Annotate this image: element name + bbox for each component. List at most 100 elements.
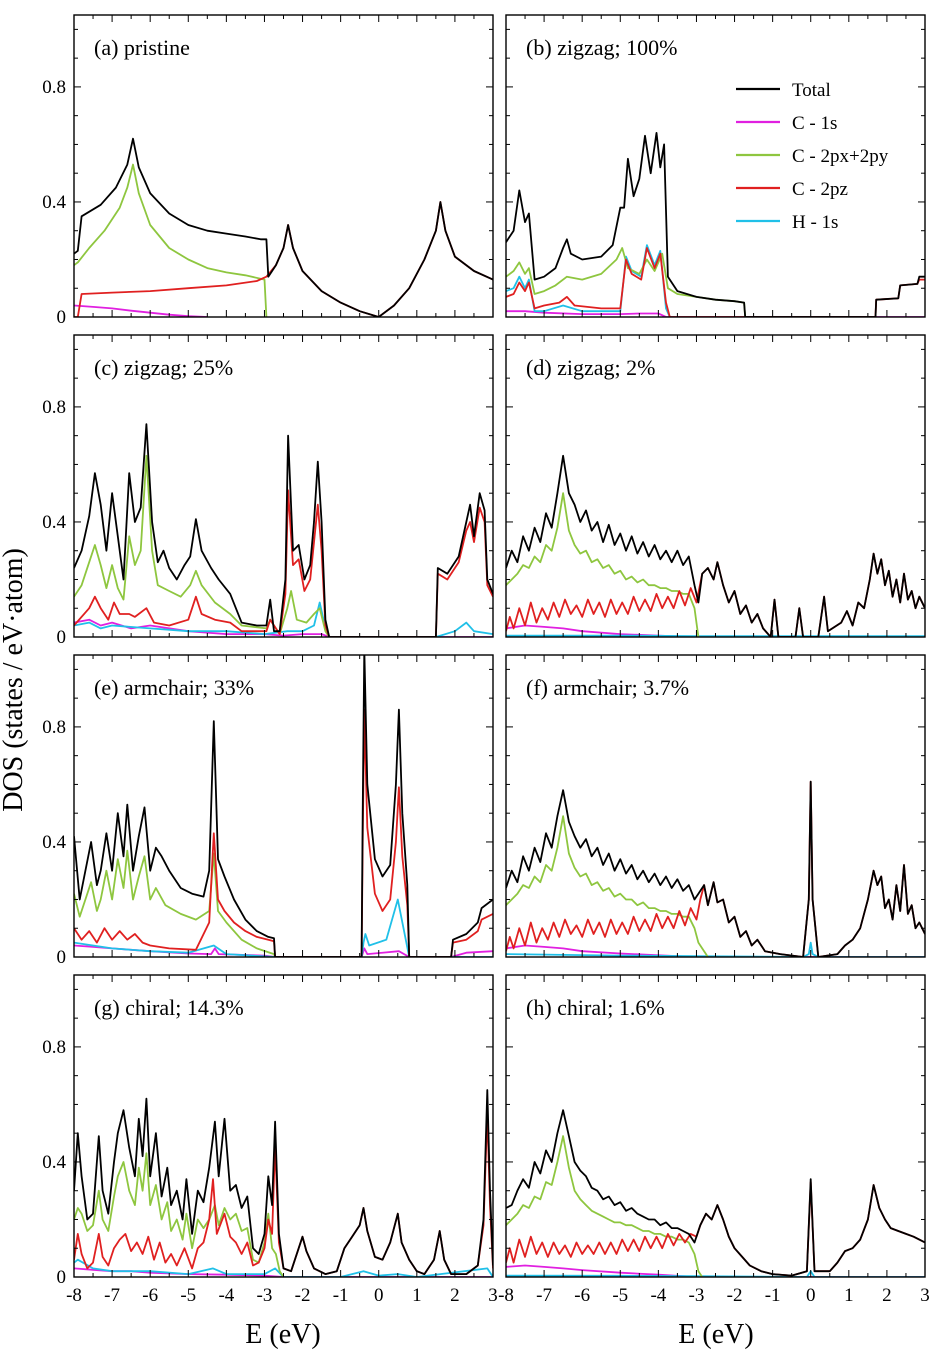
y-tick-label: 0.8 xyxy=(42,717,66,738)
panel-h-c2pz-line xyxy=(506,1181,925,1277)
y-tick-label: 0 xyxy=(57,1267,67,1288)
panel-f: (f) armchair; 3.7% xyxy=(505,654,926,958)
panel-b: (b) zigzag; 100% Total C - 1s C - 2px+2py C … xyxy=(505,14,926,318)
panel-c-series xyxy=(74,423,493,637)
panel-f-frame xyxy=(505,654,926,958)
panel-c-c2pxy-line xyxy=(74,454,330,637)
panel-e-label: (e) armchair; 33% xyxy=(94,675,254,700)
y-tick-label: 0 xyxy=(57,307,67,328)
panel-c: 0 0.4 0.8 (c) zigzag; 25% xyxy=(42,334,494,648)
legend-label-h1s: H - 1s xyxy=(792,212,838,233)
x-tick-label: 0 xyxy=(374,1285,384,1306)
panel-d-frame xyxy=(505,334,926,638)
x-tick-label: -2 xyxy=(727,1285,743,1306)
x-tick-label: 3 xyxy=(920,1285,930,1306)
panel-f-label: (f) armchair; 3.7% xyxy=(526,675,689,700)
panel-g-h1s-line xyxy=(74,1258,493,1277)
y-tick-label: 0.4 xyxy=(42,512,66,533)
x-tick-label: -8 xyxy=(498,1285,514,1306)
x-tick-label: 2 xyxy=(450,1285,460,1306)
x-tick-label: -7 xyxy=(104,1285,120,1306)
panel-f-total-line xyxy=(506,780,925,957)
panel-g-label: (g) chiral; 14.3% xyxy=(94,995,244,1020)
x-tick-label: -7 xyxy=(536,1285,552,1306)
panel-a-series xyxy=(74,137,493,317)
y-axis-title: DOS (states / eV·atom) xyxy=(0,548,29,812)
panel-a-frame xyxy=(73,14,494,318)
x-tick-label: 0 xyxy=(806,1285,816,1306)
panel-d: (d) zigzag; 2% xyxy=(505,334,926,638)
x-tick-label: 3 xyxy=(488,1285,498,1306)
y-tick-label: 0 xyxy=(57,947,67,968)
x-tick-label: -8 xyxy=(66,1285,82,1306)
panel-e-c2pz-line xyxy=(74,708,493,957)
panel-e-total-line xyxy=(74,655,493,957)
panel-c-total-line xyxy=(74,423,493,637)
panel-g-total-line xyxy=(74,1089,493,1275)
panel-g-c2pxy-line xyxy=(74,1152,285,1277)
panel-h: -8 -7 -6 -5 -4 -3 -2 -1 0 1 2 3 (h) chiral; 1.6% xyxy=(498,974,930,1306)
panel-f-series xyxy=(506,780,925,957)
panel-h-frame xyxy=(505,974,926,1278)
panel-a-label: (a) pristine xyxy=(94,35,190,60)
x-tick-label: -5 xyxy=(612,1285,628,1306)
panel-e-h1s-line xyxy=(74,898,493,957)
panel-e-frame xyxy=(73,654,494,958)
panel-f-c2pxy-line xyxy=(506,815,709,957)
panel-a-total-line xyxy=(74,137,493,317)
panel-b-label: (b) zigzag; 100% xyxy=(526,35,678,60)
legend-label-total: Total xyxy=(792,80,831,101)
panel-c-label: (c) zigzag; 25% xyxy=(94,355,233,380)
panel-a: 0 0.4 0.8 (a) pristine xyxy=(42,14,494,328)
panel-a-c1s-line xyxy=(74,304,208,317)
panel-g: 0 0.4 0.8 -8 -7 -6 -5 -4 -3 -2 -1 0 1 2 3 (g) chiral; 1… xyxy=(42,974,498,1306)
panel-h-label: (h) chiral; 1.6% xyxy=(526,995,665,1020)
x-tick-label: -4 xyxy=(650,1285,666,1306)
x-tick-label: 1 xyxy=(844,1285,854,1306)
x-tick-label: -6 xyxy=(142,1285,158,1306)
legend-label-c2pxy: C - 2px+2py xyxy=(792,146,889,167)
panel-g-frame xyxy=(73,974,494,1278)
panel-e-c2pxy-line xyxy=(74,849,276,957)
panel-a-c2pxy-line xyxy=(74,163,268,317)
panel-d-series xyxy=(506,454,925,637)
panel-d-c2pz-line xyxy=(506,552,925,637)
x-tick-label: -4 xyxy=(218,1285,234,1306)
y-tick-label: 0.4 xyxy=(42,1152,66,1173)
panel-h-series xyxy=(506,1109,925,1277)
x-tick-label: -1 xyxy=(765,1285,781,1306)
x-tick-label: -1 xyxy=(333,1285,349,1306)
x-tick-label: -2 xyxy=(295,1285,311,1306)
x-tick-label: -3 xyxy=(689,1285,705,1306)
panel-d-total-line xyxy=(506,454,925,637)
y-tick-label: 0.4 xyxy=(42,832,66,853)
x-tick-label: -6 xyxy=(574,1285,590,1306)
legend: Total C - 1s C - 2px+2py C - 2pz H - 1s xyxy=(736,80,889,233)
panel-a-c2pz-line xyxy=(74,201,493,317)
legend-label-c1s: C - 1s xyxy=(792,113,837,134)
x-tick-label: -5 xyxy=(180,1285,196,1306)
panel-e: 0 0.4 0.8 (e) armchair; 33% xyxy=(42,654,494,968)
panel-d-c2pxy-line xyxy=(506,492,700,637)
x-tick-label: -3 xyxy=(257,1285,273,1306)
panel-f-c2pz-line xyxy=(506,780,925,957)
panel-b-h1s-line xyxy=(506,244,671,317)
y-tick-label: 0.4 xyxy=(42,192,66,213)
x-axis-title-right: E (eV) xyxy=(678,1319,753,1350)
y-tick-label: 0.8 xyxy=(42,1037,66,1058)
legend-label-c2pz: C - 2pz xyxy=(792,179,848,200)
panel-h-c2pxy-line xyxy=(506,1135,703,1277)
y-tick-label: 0 xyxy=(57,627,67,648)
panel-h-total-line xyxy=(506,1109,925,1277)
x-tick-label: 1 xyxy=(412,1285,422,1306)
x-axis-title-left: E (eV) xyxy=(245,1319,320,1350)
panels: 0 0.4 0.8 (a) pristine (b) zigzag; 100% Total… xyxy=(42,14,930,1306)
panel-g-series xyxy=(74,1089,493,1277)
panel-b-total-line xyxy=(506,132,925,317)
panel-d-label: (d) zigzag; 2% xyxy=(526,355,656,380)
panel-f-h1s-line xyxy=(506,941,925,957)
y-tick-label: 0.8 xyxy=(42,397,66,418)
y-tick-label: 0.8 xyxy=(42,77,66,98)
x-tick-label: 2 xyxy=(882,1285,892,1306)
